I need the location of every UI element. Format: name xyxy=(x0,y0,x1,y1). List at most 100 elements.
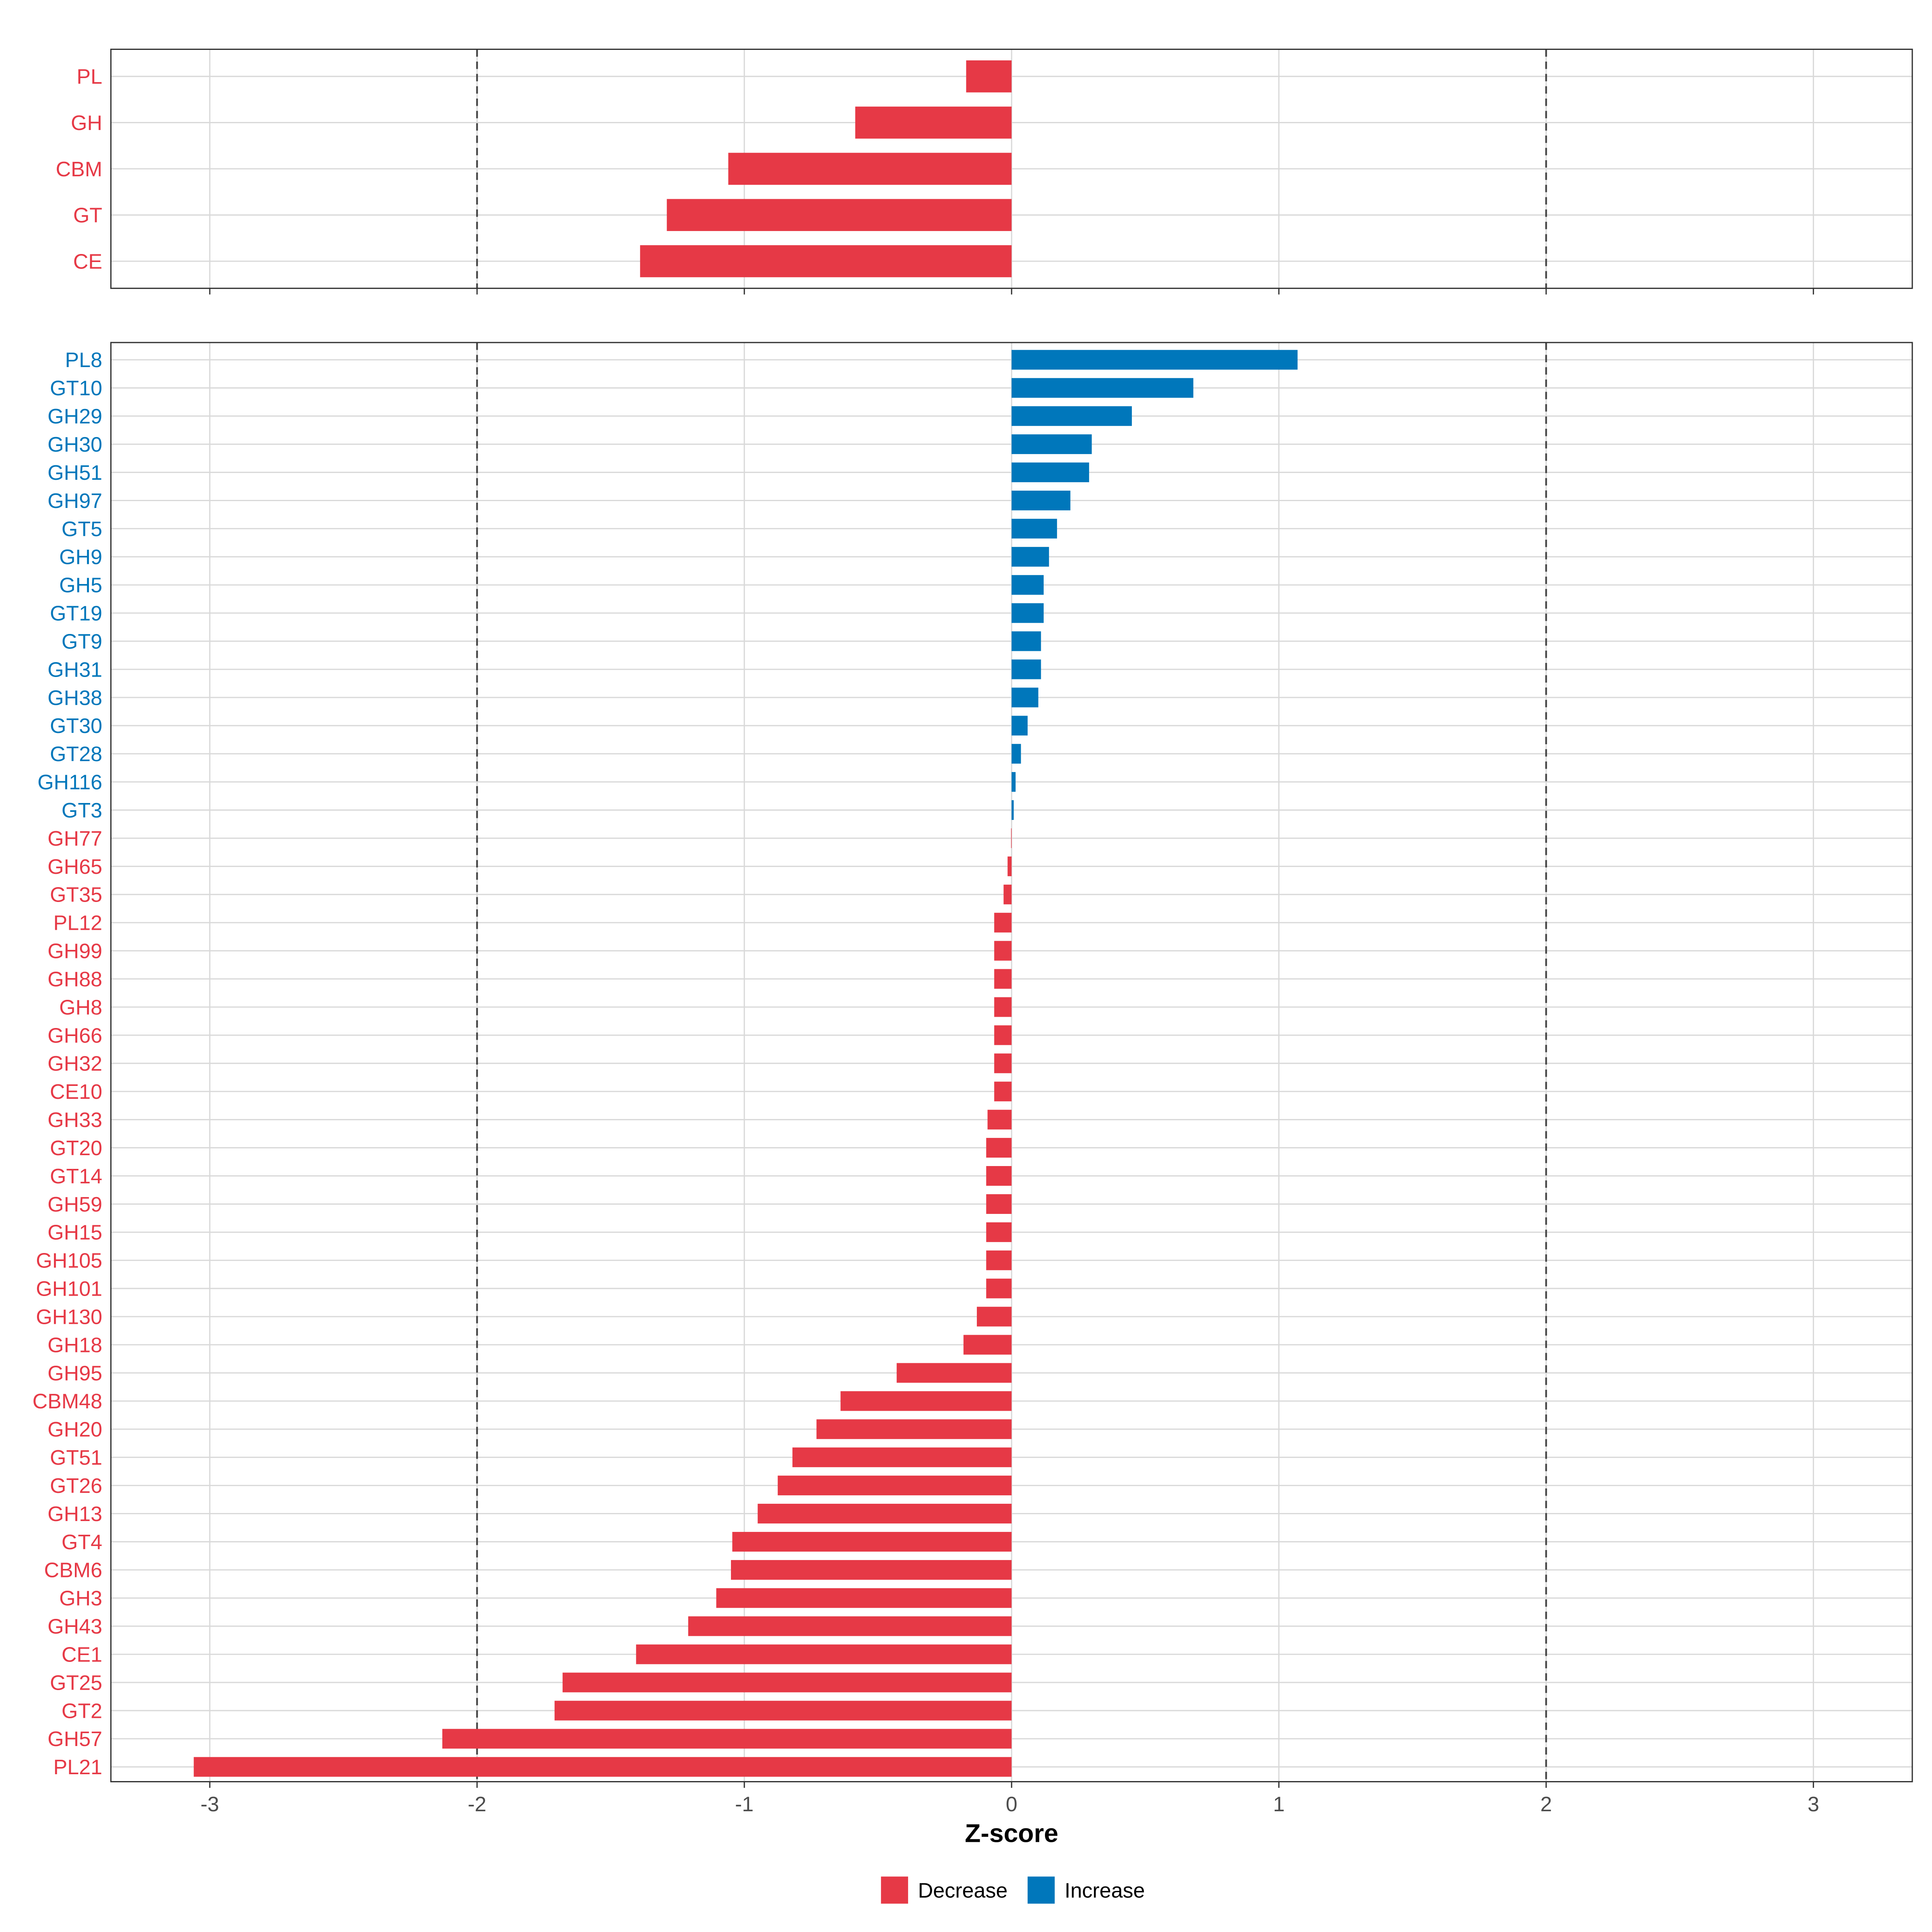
category-label-GH43: GH43 xyxy=(47,1615,102,1639)
x-tick-label: -3 xyxy=(200,1793,219,1816)
bar-CBM6 xyxy=(731,1560,1012,1580)
bar-GH99 xyxy=(994,941,1012,961)
bar-GT51 xyxy=(792,1447,1012,1468)
category-label-GH105: GH105 xyxy=(36,1249,102,1273)
category-label-GH8: GH8 xyxy=(59,996,102,1019)
bar-GH18 xyxy=(963,1335,1012,1355)
category-label-GH97: GH97 xyxy=(47,489,102,513)
bar-GH95 xyxy=(896,1363,1012,1383)
category-label-GH95: GH95 xyxy=(47,1362,102,1385)
x-tick-label: 2 xyxy=(1540,1793,1552,1816)
x-axis-title: Z-score xyxy=(965,1819,1058,1848)
category-label-GH51: GH51 xyxy=(47,461,102,485)
category-label-GH5: GH5 xyxy=(59,574,102,597)
bar-GT3 xyxy=(1011,800,1014,820)
category-label-GH88: GH88 xyxy=(47,968,102,991)
bar-GT4 xyxy=(732,1532,1012,1552)
category-label-GH29: GH29 xyxy=(47,405,102,428)
bar-GH59 xyxy=(986,1194,1012,1214)
top-panel: PL GH CBM GT CE xyxy=(56,48,1913,289)
bar-PL12 xyxy=(994,912,1012,933)
category-label-GH77: GH77 xyxy=(47,827,102,850)
bar-GH105 xyxy=(986,1250,1012,1270)
category-label-GT51: GT51 xyxy=(50,1446,102,1470)
category-label-GH13: GH13 xyxy=(47,1503,102,1526)
bar-GT35 xyxy=(1003,884,1012,904)
category-label-GT20: GT20 xyxy=(50,1137,102,1160)
category-label-GT30: GT30 xyxy=(50,714,102,738)
bar-CE xyxy=(640,245,1012,277)
legend: Decrease Increase xyxy=(881,1876,1145,1904)
bar-GH130 xyxy=(976,1307,1012,1327)
category-label-GH3: GH3 xyxy=(59,1587,102,1610)
bar-GH30 xyxy=(1011,434,1092,454)
bar-CE1 xyxy=(636,1644,1012,1664)
category-label-CE1: CE1 xyxy=(62,1643,102,1666)
bar-GH43 xyxy=(688,1616,1012,1636)
bar-GH9 xyxy=(1011,547,1049,567)
category-label-GT10: GT10 xyxy=(50,377,102,400)
legend-label-increase: Increase xyxy=(1065,1879,1145,1902)
category-label-GT: GT xyxy=(73,204,102,227)
category-label-GH66: GH66 xyxy=(47,1024,102,1047)
bar-GH15 xyxy=(986,1222,1012,1242)
bar-GH xyxy=(855,106,1012,139)
category-label-GH32: GH32 xyxy=(47,1052,102,1075)
bar-GH5 xyxy=(1011,575,1044,595)
bar-GT19 xyxy=(1011,603,1044,623)
category-label-GH65: GH65 xyxy=(47,855,102,879)
category-label-GH101: GH101 xyxy=(36,1278,102,1301)
bar-GT10 xyxy=(1011,378,1193,398)
bar-GT30 xyxy=(1011,716,1028,736)
category-label-GH57: GH57 xyxy=(47,1728,102,1751)
category-label-GT9: GT9 xyxy=(62,630,102,653)
bar-GH57 xyxy=(442,1729,1012,1749)
bar-PL21 xyxy=(194,1757,1012,1777)
category-label-PL8: PL8 xyxy=(65,349,102,372)
category-label-GH130: GH130 xyxy=(36,1305,102,1329)
category-label-GH116: GH116 xyxy=(37,771,102,794)
bar-GH66 xyxy=(994,1025,1012,1045)
category-label-GT5: GT5 xyxy=(62,518,102,541)
bar-GT14 xyxy=(986,1166,1012,1186)
bar-CE10 xyxy=(994,1082,1012,1102)
bar-GT2 xyxy=(554,1701,1012,1721)
x-axis: -3 -2 -1 0 1 2 3 xyxy=(200,288,1819,1816)
x-tick-label: 1 xyxy=(1273,1793,1285,1816)
category-label-GH99: GH99 xyxy=(47,940,102,963)
bar-GH51 xyxy=(1011,462,1089,483)
bar-GH97 xyxy=(1011,490,1071,510)
category-label-GT3: GT3 xyxy=(62,799,102,822)
category-label-CE: CE xyxy=(73,250,102,273)
category-label-GH: GH xyxy=(71,111,102,135)
bar-GH29 xyxy=(1011,406,1132,426)
x-tick-label: 3 xyxy=(1808,1793,1819,1816)
category-label-GH31: GH31 xyxy=(47,658,102,681)
bar-GH3 xyxy=(716,1588,1012,1608)
category-label-GH59: GH59 xyxy=(47,1193,102,1216)
category-label-GT19: GT19 xyxy=(50,602,102,625)
bar-PL xyxy=(966,60,1012,93)
bar-GH20 xyxy=(816,1419,1012,1439)
x-tick-label: 0 xyxy=(1006,1793,1018,1816)
category-label-GH15: GH15 xyxy=(47,1221,102,1245)
legend-swatch-increase xyxy=(1028,1876,1055,1904)
legend-swatch-decrease xyxy=(881,1876,908,1904)
category-label-GH18: GH18 xyxy=(47,1333,102,1357)
category-label-GT26: GT26 xyxy=(50,1474,102,1498)
bar-GT25 xyxy=(562,1672,1012,1693)
bar-GH38 xyxy=(1011,687,1038,708)
category-label-GT14: GT14 xyxy=(50,1165,102,1188)
bar-GH116 xyxy=(1011,772,1016,792)
bar-GH31 xyxy=(1011,659,1041,679)
legend-label-decrease: Decrease xyxy=(918,1879,1008,1902)
category-label-CBM: CBM xyxy=(56,158,102,181)
category-label-CE10: CE10 xyxy=(50,1080,102,1104)
bottom-panel: PL8 GT10 GH29 GH30 GH51 GH97 GT5 GH9 GH5 GT19 GT9 G… xyxy=(33,342,1913,1783)
category-label-GT28: GT28 xyxy=(50,743,102,766)
bar-GT28 xyxy=(1011,744,1021,764)
bar-GH101 xyxy=(986,1278,1012,1298)
category-label-PL12: PL12 xyxy=(54,912,103,935)
bar-CBM48 xyxy=(840,1391,1012,1411)
